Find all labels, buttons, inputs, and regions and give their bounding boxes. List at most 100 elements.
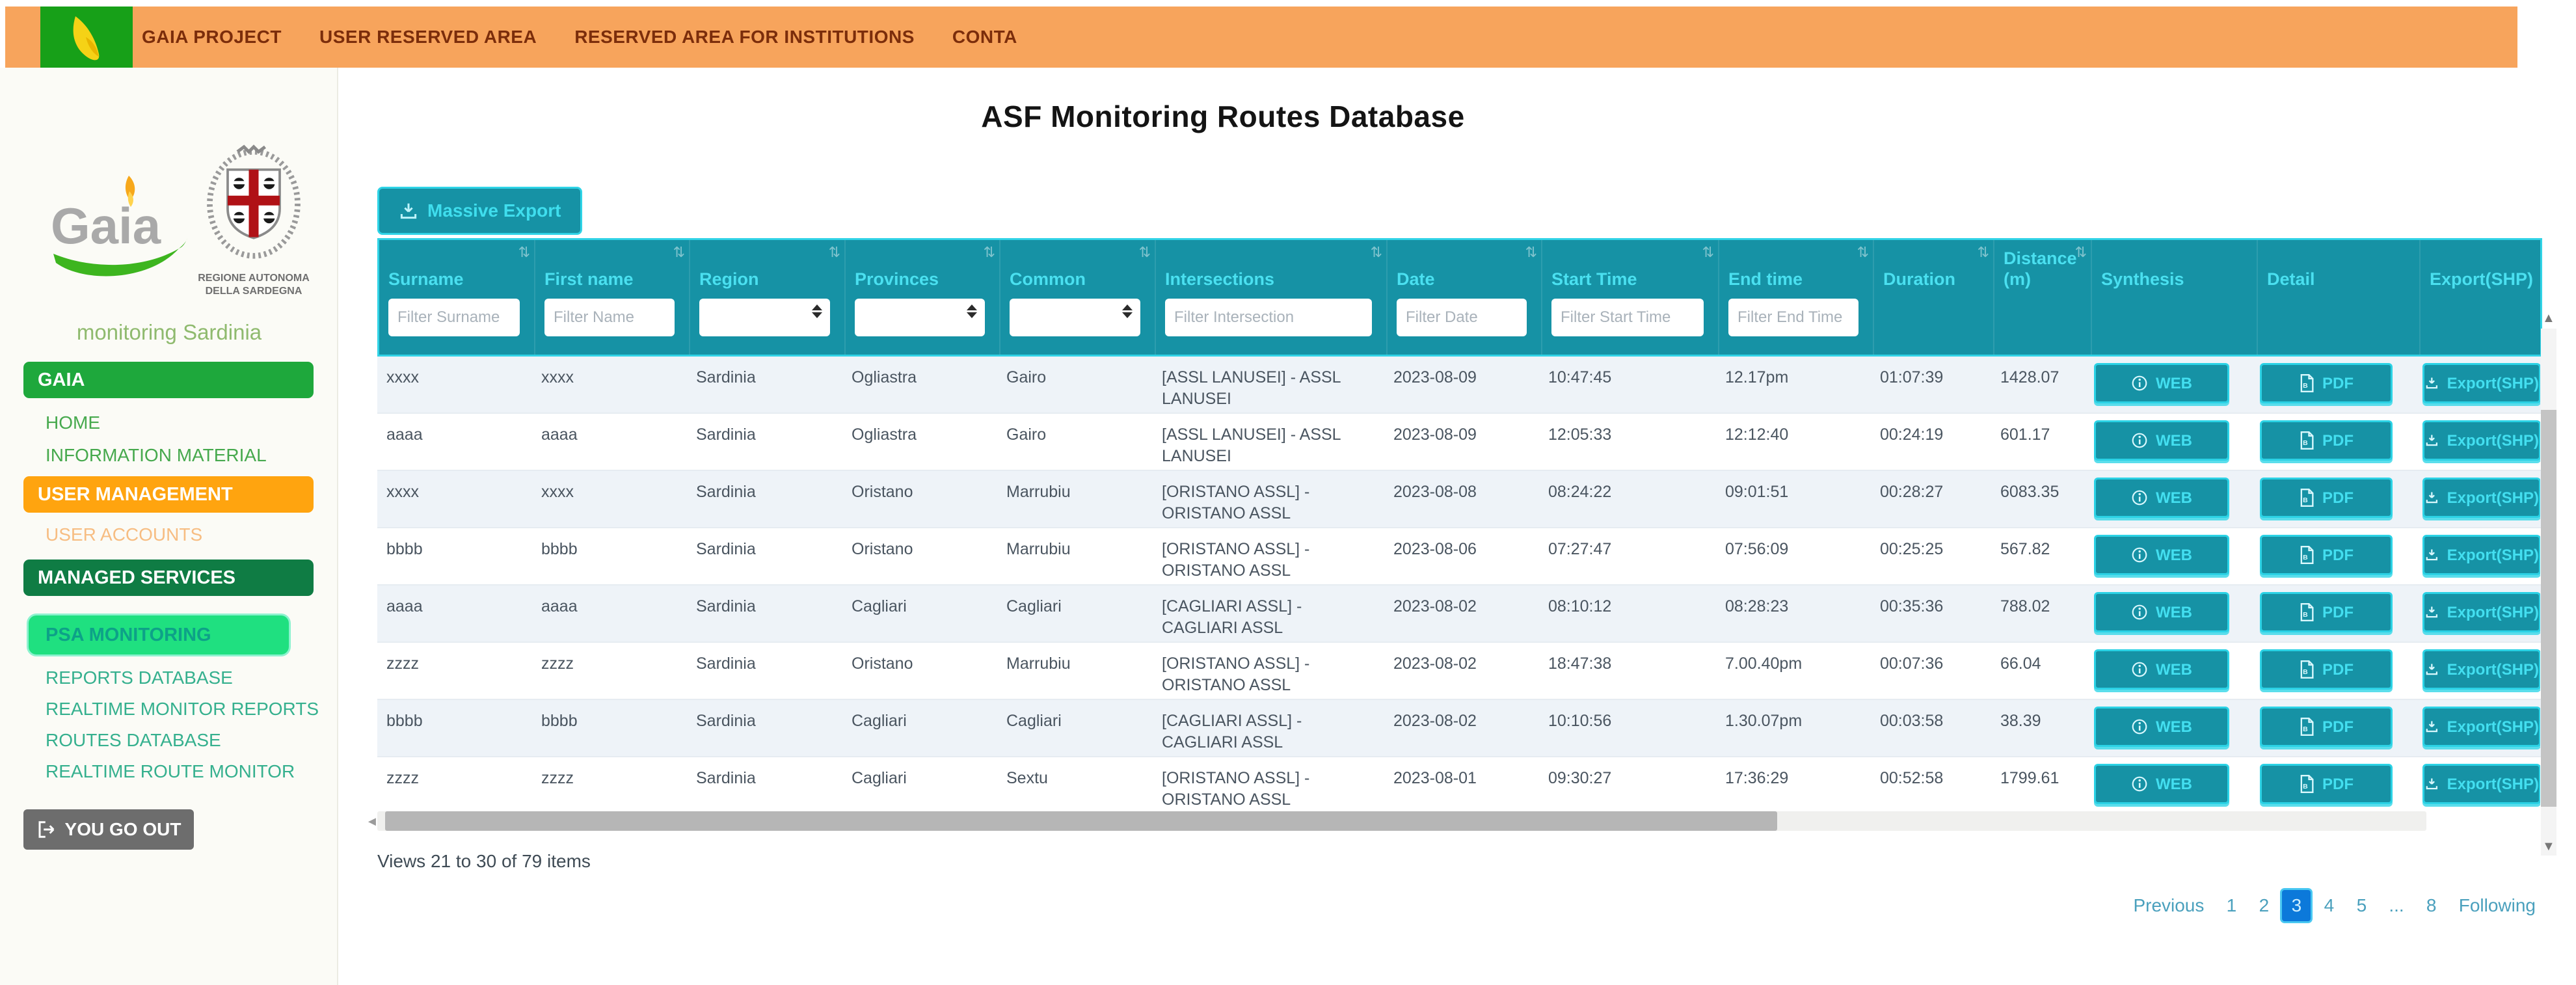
filter-intersection-input[interactable] xyxy=(1165,299,1372,336)
pdf-button[interactable]: B PDF xyxy=(2260,478,2393,518)
massive-export-button[interactable]: Massive Export xyxy=(377,187,583,235)
filter-surname-input[interactable] xyxy=(388,299,520,336)
sidebar-item-reports-database[interactable]: REPORTS DATABASE xyxy=(46,668,233,688)
filter-end-time-input[interactable] xyxy=(1728,299,1858,336)
cell-export: Export(SHP) xyxy=(2417,471,2540,527)
filter-region-select[interactable] xyxy=(699,299,830,336)
info-icon xyxy=(2132,662,2147,677)
filter-common-select[interactable] xyxy=(1010,299,1140,336)
pagination-item[interactable]: Following xyxy=(2458,895,2536,915)
web-button[interactable]: WEB xyxy=(2094,707,2229,747)
cell-date: 2023-08-02 xyxy=(1393,712,1477,730)
pdf-file-icon: B xyxy=(2300,489,2314,507)
cell-date: 2023-08-02 xyxy=(1393,597,1477,615)
logout-button[interactable]: YOU GO OUT xyxy=(23,809,194,850)
export-shp-button[interactable]: Export(SHP) xyxy=(2422,420,2540,461)
cell-detail: B PDF xyxy=(2255,700,2417,756)
filter-first-name-input[interactable] xyxy=(544,299,675,336)
cell-region: Sardinia xyxy=(696,654,756,673)
download-icon xyxy=(2426,377,2438,389)
cell-duration: 01:07:39 xyxy=(1880,368,1944,386)
navbar-item[interactable]: GAIA PROJECT xyxy=(142,27,282,47)
pagination-item[interactable]: 4 xyxy=(2324,895,2335,915)
info-icon xyxy=(2132,776,2147,792)
web-button[interactable]: WEB xyxy=(2094,764,2229,804)
cell-intersections: [ORISTANO ASSL] - ORISTANO ASSL xyxy=(1162,769,1310,807)
sidebar-item-routes-database[interactable]: ROUTES DATABASE xyxy=(46,730,221,750)
sidebar-header-user-management[interactable]: USER MANAGEMENT xyxy=(23,476,314,513)
sort-icon[interactable]: ⇅ xyxy=(1977,244,1989,260)
gaia-project-logo: Gaia xyxy=(46,172,189,292)
export-shp-button[interactable]: Export(SHP) xyxy=(2422,478,2540,518)
pagination-item[interactable]: ... xyxy=(2389,895,2404,915)
web-button[interactable]: WEB xyxy=(2094,592,2229,632)
filter-date-input[interactable] xyxy=(1397,299,1527,336)
sort-icon[interactable]: ⇅ xyxy=(673,244,685,260)
gaia-brand-logo[interactable] xyxy=(40,7,133,72)
sidebar-item-information-material[interactable]: INFORMATION MATERIAL xyxy=(46,445,267,465)
filter-provinces-select[interactable] xyxy=(855,299,985,336)
pagination-item[interactable]: 3 xyxy=(2282,890,2311,921)
sidebar-item-home[interactable]: HOME xyxy=(46,412,100,433)
sort-icon[interactable]: ⇅ xyxy=(1857,244,1869,260)
navbar-item[interactable]: RESERVED AREA FOR INSTITUTIONS xyxy=(574,27,915,47)
col-duration: ⇅ Duration xyxy=(1873,240,1993,355)
cell-export: Export(SHP) xyxy=(2417,757,2540,807)
export-shp-button[interactable]: Export(SHP) xyxy=(2422,764,2540,804)
filter-start-time-input[interactable] xyxy=(1551,299,1704,336)
export-shp-button[interactable]: Export(SHP) xyxy=(2422,649,2540,690)
export-shp-button[interactable]: Export(SHP) xyxy=(2422,592,2540,632)
vscroll-down-arrow-icon[interactable]: ▼ xyxy=(2542,839,2555,854)
cell-distance: 66.04 xyxy=(2000,654,2041,673)
sidebar-header-managed-services[interactable]: MANAGED SERVICES xyxy=(23,560,314,596)
svg-text:B: B xyxy=(2303,496,2308,504)
export-shp-button[interactable]: Export(SHP) xyxy=(2422,707,2540,747)
sort-icon[interactable]: ⇅ xyxy=(1138,244,1151,260)
pdf-button[interactable]: B PDF xyxy=(2260,649,2393,690)
pagination-item[interactable]: 5 xyxy=(2356,895,2367,915)
pagination-item[interactable]: 8 xyxy=(2426,895,2437,915)
horizontal-scrollbar-track[interactable] xyxy=(377,811,2426,831)
cell-first-name: xxxx xyxy=(541,483,574,501)
horizontal-scrollbar-thumb[interactable] xyxy=(385,811,1777,831)
export-shp-button[interactable]: Export(SHP) xyxy=(2422,535,2540,575)
web-button[interactable]: WEB xyxy=(2094,420,2229,461)
pdf-button[interactable]: B PDF xyxy=(2260,592,2393,632)
web-button[interactable]: WEB xyxy=(2094,535,2229,575)
hscroll-left-arrow-icon[interactable]: ◄ xyxy=(366,815,379,829)
sidebar-item-realtime-route-monitor[interactable]: REALTIME ROUTE MONITOR xyxy=(46,761,295,781)
pagination-item[interactable]: Previous xyxy=(2133,895,2205,915)
sidebar-item-user-accounts[interactable]: USER ACCOUNTS xyxy=(46,524,203,545)
cell-surname: xxxx xyxy=(386,483,419,501)
cell-first-name: bbbb xyxy=(541,540,578,558)
pdf-file-icon: B xyxy=(2300,775,2314,793)
sort-icon[interactable]: ⇅ xyxy=(983,244,995,260)
pdf-button[interactable]: B PDF xyxy=(2260,363,2393,403)
vscroll-up-arrow-icon[interactable]: ▲ xyxy=(2542,311,2555,325)
sidebar-item-psa-monitoring-active[interactable]: PSA MONITORING xyxy=(29,615,289,654)
col-date: ⇅ Date xyxy=(1386,240,1541,355)
export-shp-button[interactable]: Export(SHP) xyxy=(2422,363,2540,403)
pdf-button[interactable]: B PDF xyxy=(2260,420,2393,461)
pdf-button[interactable]: B PDF xyxy=(2260,707,2393,747)
web-button[interactable]: WEB xyxy=(2094,363,2229,403)
pagination-item[interactable]: 2 xyxy=(2259,895,2270,915)
web-button[interactable]: WEB xyxy=(2094,478,2229,518)
pdf-button[interactable]: B PDF xyxy=(2260,535,2393,575)
sidebar-item-realtime-monitor-reports[interactable]: REALTIME MONITOR REPORTS xyxy=(46,699,319,719)
navbar-item[interactable]: CONTA xyxy=(952,27,1017,47)
sort-icon[interactable]: ⇅ xyxy=(2074,244,2087,260)
sort-icon[interactable]: ⇅ xyxy=(518,244,530,260)
sort-icon[interactable]: ⇅ xyxy=(1702,244,1714,260)
sidebar-header-gaia[interactable]: GAIA xyxy=(23,362,314,398)
vertical-scrollbar-thumb[interactable] xyxy=(2541,410,2556,807)
col-export-shp: Export(SHP) xyxy=(2419,240,2542,355)
cell-duration: 00:03:58 xyxy=(1880,712,1944,730)
navbar-item[interactable]: USER RESERVED AREA xyxy=(319,27,537,47)
pdf-button[interactable]: B PDF xyxy=(2260,764,2393,804)
sort-icon[interactable]: ⇅ xyxy=(1525,244,1537,260)
web-button[interactable]: WEB xyxy=(2094,649,2229,690)
sort-icon[interactable]: ⇅ xyxy=(828,244,840,260)
sort-icon[interactable]: ⇅ xyxy=(1370,244,1382,260)
pagination-item[interactable]: 1 xyxy=(2226,895,2237,915)
